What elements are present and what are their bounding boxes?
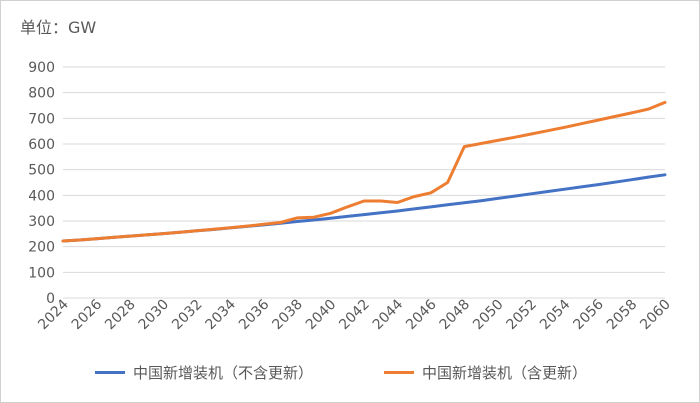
y-tick-label: 500: [28, 163, 55, 179]
series-line-2: [61, 100, 667, 243]
y-tick-label: 300: [28, 214, 55, 230]
y-tick-label: 800: [28, 86, 55, 102]
x-tick-label: 2030: [136, 297, 173, 334]
x-tick-label: 2042: [336, 297, 373, 334]
y-tick-label: 400: [28, 188, 55, 204]
x-tick-label: 2036: [236, 296, 273, 333]
series-line-1: [61, 173, 667, 243]
legend-item-series-1: 中国新增装机（不含更新）: [95, 362, 313, 383]
x-tick-label: 2056: [570, 296, 607, 333]
legend-item-series-2: 中国新增装机（含更新）: [384, 362, 587, 383]
x-tick-label: 2060: [637, 297, 674, 334]
series-lines: [61, 100, 667, 243]
x-tick-label: 2032: [169, 297, 206, 334]
legend-swatch-series-1: [95, 371, 125, 374]
legend-swatch-series-2: [384, 371, 414, 374]
y-tick-label: 700: [28, 111, 55, 127]
x-tick-label: 2054: [537, 296, 574, 333]
x-tick-label: 2044: [370, 296, 407, 333]
x-tick-label: 2050: [470, 297, 507, 334]
y-tick-label: 200: [28, 240, 55, 256]
x-tick-label: 2040: [303, 297, 340, 334]
x-tick-label: 2034: [203, 296, 240, 333]
x-axis-ticks: 2024202620282030203220342036203820402042…: [35, 296, 674, 333]
x-tick-label: 2058: [604, 297, 641, 334]
gridlines: [63, 66, 665, 299]
x-tick-label: 2046: [403, 296, 440, 333]
unit-label: 单位：GW: [20, 18, 97, 37]
x-tick-label: 2052: [504, 297, 541, 334]
legend-label-series-1: 中国新增装机（不含更新）: [133, 364, 314, 382]
y-tick-label: 0: [46, 291, 55, 307]
legend-label-series-2: 中国新增装机（含更新）: [422, 364, 588, 382]
y-tick-label: 600: [28, 137, 55, 153]
y-tick-label: 900: [28, 60, 55, 76]
x-tick-label: 2026: [69, 296, 106, 333]
x-tick-label: 2048: [437, 297, 474, 334]
x-tick-label: 2038: [269, 297, 306, 334]
y-axis-ticks: 0 100 200 300 400 500 600 700 800 900: [28, 60, 55, 307]
legend: 中国新增装机（不含更新） 中国新增装机（含更新）: [0, 362, 700, 386]
x-tick-label: 2028: [102, 297, 139, 334]
y-tick-label: 100: [28, 265, 55, 281]
